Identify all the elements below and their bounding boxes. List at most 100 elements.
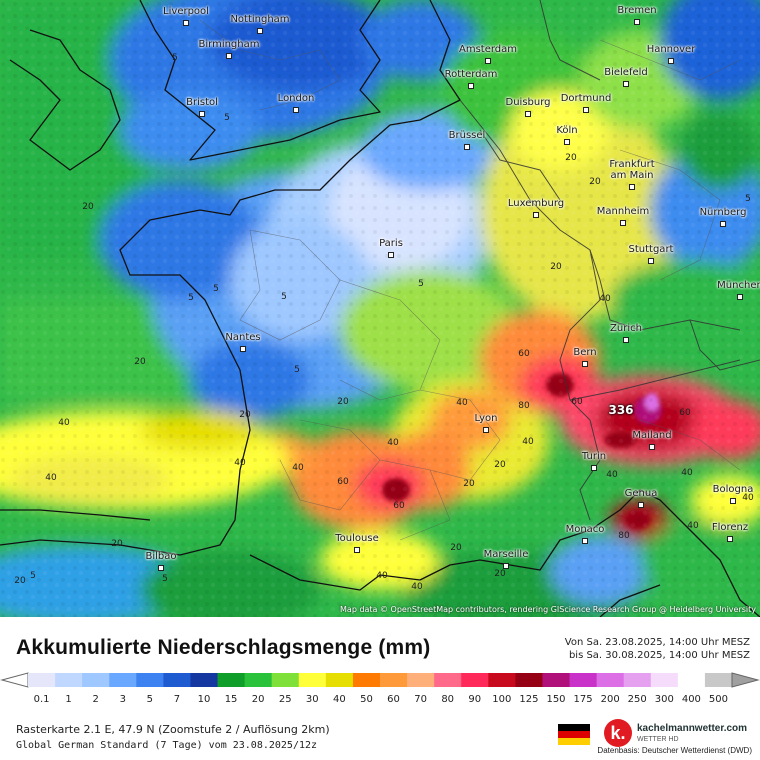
city-label: Hannover (646, 44, 696, 55)
kachelmann-logo-icon: k. (604, 719, 632, 747)
city-label: Marseille (483, 549, 529, 560)
city-label: Duisburg (505, 97, 551, 108)
scale-swatch (704, 673, 733, 687)
max-value-label: 336 (608, 403, 634, 417)
precip-value-label: 40 (411, 582, 423, 592)
scale-tick-label: 100 (492, 694, 512, 705)
city-marker (591, 465, 597, 471)
city-marker (668, 58, 674, 64)
scale-tick-label: 0.1 (33, 694, 50, 705)
city-label: Florenz (711, 522, 749, 533)
scale-swatch (380, 673, 408, 687)
city-marker (737, 294, 743, 300)
city-marker (525, 111, 531, 117)
precip-value-label: 40 (687, 521, 699, 531)
city-marker (623, 81, 629, 87)
scale-tick-label: 3 (119, 694, 126, 705)
scale-swatch (434, 673, 462, 687)
scale-swatch (298, 673, 327, 687)
city-marker (583, 107, 589, 113)
precip-value-label: 20 (494, 569, 506, 579)
precip-value-label: 20 (450, 543, 462, 553)
precip-value-label: 20 (14, 576, 26, 586)
precipitation-map[interactable]: 5 5 20 5 5 5 20 5 20 20 40 40 40 40 60 60 40 40 60 80 40 60 20… (0, 0, 760, 617)
city-marker (483, 427, 489, 433)
precip-value-label: 60 (679, 408, 691, 418)
precip-value-label: 60 (571, 397, 583, 407)
precip-value-label: 20 (589, 177, 601, 187)
city-marker (634, 19, 640, 25)
city-label: Monaco (565, 524, 605, 535)
city-marker (240, 346, 246, 352)
city-marker (727, 536, 733, 542)
precip-value-label: 20 (494, 460, 506, 470)
city-label: Amsterdam (458, 44, 518, 55)
precip-value-label: 40 (58, 418, 70, 428)
city-label: Bologna (712, 484, 754, 495)
city-label: Rotterdam (444, 69, 498, 80)
scale-tick-label: 175 (573, 694, 593, 705)
precip-value-label: 80 (518, 401, 530, 411)
scale-tick-label: 7 (173, 694, 181, 705)
scale-swatch (407, 673, 435, 687)
city-marker (354, 547, 360, 553)
brand-subtitle: WETTER HD (637, 736, 679, 743)
city-label: Nottingham (230, 14, 290, 25)
period-start: Von Sa. 23.08.2025, 14:00 Uhr MESZ (564, 637, 750, 648)
precip-value-label: 20 (239, 410, 251, 420)
scale-tick-label: 25 (278, 694, 292, 705)
precip-value-label: 5 (172, 53, 178, 63)
precip-value-label: 60 (337, 477, 349, 487)
scale-tick-label: 150 (546, 694, 566, 705)
scale-tick-label: 90 (468, 694, 482, 705)
map-canvas (0, 0, 760, 617)
scale-tick-label: 400 (681, 694, 701, 705)
scale-swatch (623, 673, 652, 687)
city-marker (183, 20, 189, 26)
precip-value-label: 60 (393, 501, 405, 511)
city-label: Turin (581, 451, 607, 462)
scale-tick-label: 250 (627, 694, 647, 705)
scale-tick-label: 40 (333, 694, 346, 705)
scale-tick-label: 70 (414, 694, 427, 705)
scale-swatch (488, 673, 516, 687)
scale-tick-label: 300 (654, 694, 674, 705)
precip-value-label: 40 (45, 473, 57, 483)
scale-tick-label: 2 (92, 694, 99, 705)
city-marker (648, 258, 654, 264)
city-marker (564, 139, 570, 145)
scale-swatch (136, 673, 164, 687)
precip-value-label: 40 (681, 468, 693, 478)
precip-value-label: 20 (550, 262, 562, 272)
precip-value-label: 20 (111, 539, 123, 549)
city-marker (293, 107, 299, 113)
scale-tick-label: 80 (441, 694, 455, 705)
city-marker (638, 502, 644, 508)
city-label: Stuttgart (628, 244, 674, 255)
city-label: Bilbao (145, 551, 177, 562)
legend-title: Akkumulierte Niederschlagsmenge (mm) (16, 636, 431, 659)
city-label: Dortmund (560, 93, 612, 104)
scale-swatch (515, 673, 543, 687)
city-label: Paris (379, 238, 403, 249)
scale-swatch (28, 673, 56, 687)
scale-arrow-left (0, 672, 29, 688)
precip-value-label: 5 (188, 293, 194, 303)
precip-value-label: 80 (618, 531, 630, 541)
precip-value-label: 5 (281, 292, 287, 302)
city-label: Lyon (474, 413, 498, 424)
scale-tick-label: 5 (146, 694, 154, 705)
scale-tick-label: 200 (600, 694, 620, 705)
scale-tick-label: 60 (387, 694, 400, 705)
scale-swatch (82, 673, 110, 687)
precip-value-label: 40 (599, 294, 611, 304)
city-label: Bremen (617, 5, 657, 16)
precip-value-label: 5 (294, 365, 300, 375)
scale-tick-label: 1 (65, 694, 72, 705)
scale-swatch (190, 673, 219, 687)
city-label: Brüssel (448, 130, 486, 141)
city-label: London (277, 93, 315, 104)
scale-swatch (569, 673, 598, 687)
city-marker (533, 212, 539, 218)
raster-info: Rasterkarte 2.1 E, 47.9 N (Zoomstufe 2 /… (16, 723, 330, 736)
